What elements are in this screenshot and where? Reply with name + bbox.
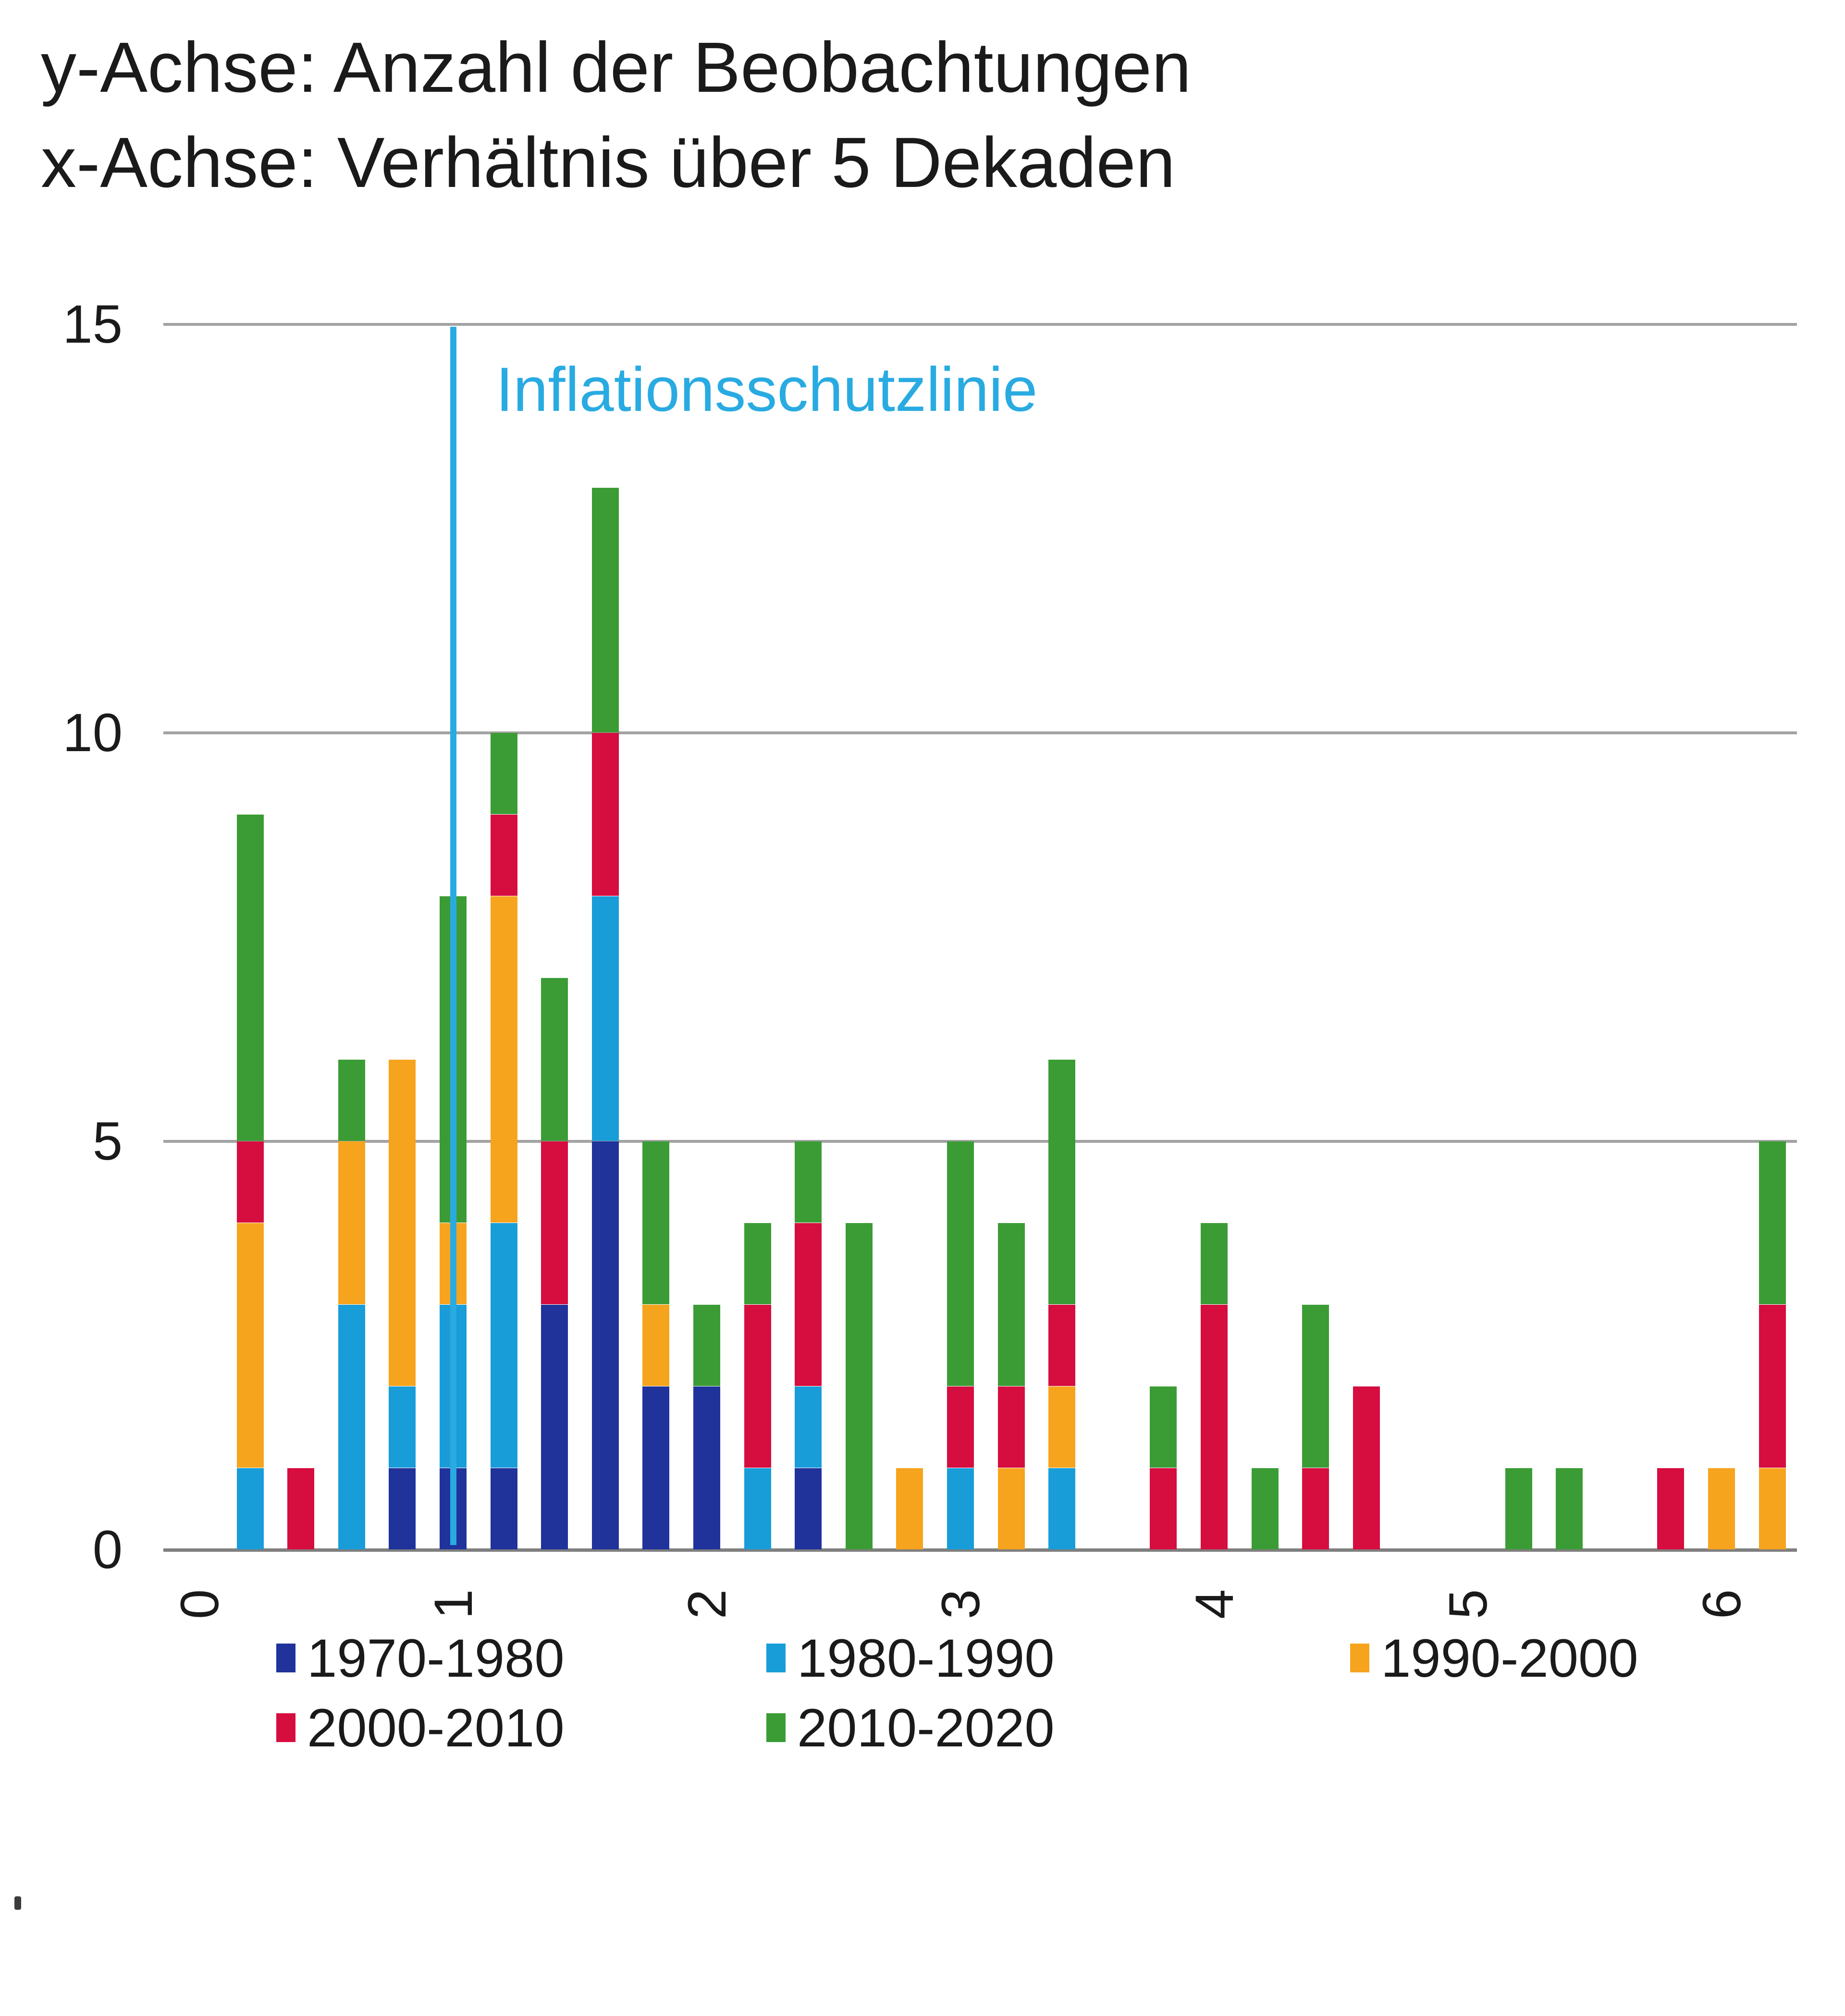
bar-segment-1970-1980 [591,1141,619,1549]
bar-segment-2010-2020 [642,1141,670,1304]
bar-segment-2000-2010 [1302,1468,1329,1549]
bar-segment-2000-2010 [795,1223,822,1386]
legend-swatch-icon [276,1644,295,1672]
bar-segment-2000-2010 [490,815,517,896]
bar-segment-1990-2000 [1048,1386,1076,1468]
bar-segment-1970-1980 [693,1386,720,1549]
bar-segment-1970-1980 [795,1468,822,1549]
bar-segment-2000-2010 [591,733,619,896]
bar-segment-1980-1990 [795,1386,822,1468]
legend-label: 1980-1990 [797,1628,1055,1688]
bar-segment-2010-2020 [997,1223,1025,1386]
y-tick-label: 15 [62,294,123,354]
x-tick-label: 0 [169,1589,230,1620]
bar-segment-2010-2020 [1251,1468,1279,1549]
bar-segment-2010-2020 [1759,1141,1786,1304]
bar-segment-1990-2000 [490,896,517,1223]
x-tick-label: 2 [676,1589,737,1620]
inflation-protection-line [450,327,456,1545]
bar-segment-2010-2020 [845,1223,873,1549]
legend-label: 1970-1980 [307,1628,565,1688]
y-gridline [163,1140,1797,1143]
bar-segment-1990-2000 [997,1468,1025,1549]
bar-segment-2000-2010 [1759,1305,1786,1468]
bar-segment-1970-1980 [642,1386,670,1549]
y-tick-label: 5 [92,1111,123,1171]
bar-segment-2010-2020 [947,1141,974,1386]
legend-entry-1970-1980: 1970-1980 [276,1628,565,1688]
bar-segment-2000-2010 [1657,1468,1685,1549]
bar-segment-2010-2020 [338,1060,365,1141]
bar-segment-2010-2020 [1150,1386,1177,1468]
bar-segment-2010-2020 [1201,1223,1228,1304]
bar-segment-1980-1990 [947,1468,974,1549]
y-tick-label: 10 [62,703,123,763]
legend-swatch-icon [766,1713,786,1742]
y-tick-label: 0 [92,1520,123,1580]
title-line-y-axis: y-Achse: Anzahl der Beobachtungen [41,28,1192,107]
bar-segment-2000-2010 [744,1305,771,1468]
bar-segment-1980-1990 [1048,1468,1076,1549]
y-gridline [163,731,1797,734]
bar-segment-2010-2020 [490,733,517,814]
legend-label: 2010-2020 [797,1697,1055,1758]
bar-segment-2000-2010 [287,1468,315,1549]
bar-segment-2010-2020 [591,488,619,732]
stray-mark [14,1896,21,1910]
legend-label: 1990-2000 [1381,1628,1638,1688]
bar-segment-1990-2000 [896,1468,923,1549]
bar-segment-1980-1990 [490,1223,517,1468]
title-line-x-axis: x-Achse: Verhältnis über 5 Dekaden [41,123,1176,202]
bar-segment-1970-1980 [490,1468,517,1549]
bar-segment-2010-2020 [541,978,568,1141]
bar-segment-2010-2020 [1556,1468,1583,1549]
x-tick-label: 4 [1184,1589,1244,1620]
x-axis-line [163,1548,1797,1552]
legend-swatch-icon [1350,1644,1369,1672]
bar-segment-1980-1990 [236,1468,264,1549]
bar-segment-2000-2010 [541,1141,568,1304]
bar-segment-1970-1980 [541,1305,568,1549]
bar-segment-1980-1990 [591,896,619,1141]
bar-segment-1990-2000 [642,1305,670,1386]
legend-swatch-icon [276,1713,295,1742]
bar-segment-2010-2020 [693,1305,720,1386]
axis-description-note: y-Achse: Anzahl der Beobachtungen x-Achs… [41,20,1191,210]
bar-segment-2010-2020 [1505,1468,1532,1549]
bar-segment-2010-2020 [1048,1060,1076,1304]
legend-entry-1980-1990: 1980-1990 [766,1628,1055,1688]
bar-segment-2000-2010 [236,1141,264,1223]
bar-segment-1980-1990 [389,1386,416,1468]
legend-entry-2000-2010: 2000-2010 [276,1697,565,1758]
bar-segment-2010-2020 [795,1141,822,1223]
bar-segment-1970-1980 [389,1468,416,1549]
legend-label: 2000-2010 [307,1697,565,1758]
legend-entry-2010-2020: 2010-2020 [766,1697,1055,1758]
bar-segment-2000-2010 [1353,1386,1380,1549]
bar-segment-1990-2000 [236,1223,264,1468]
y-gridline [163,323,1797,326]
bar-segment-1990-2000 [389,1060,416,1386]
legend-swatch-icon [766,1644,786,1672]
bar-segment-1990-2000 [1759,1468,1786,1549]
x-tick-label: 6 [1691,1589,1752,1620]
bar-segment-1990-2000 [1708,1468,1735,1549]
bar-segment-2000-2010 [997,1386,1025,1468]
bar-segment-2000-2010 [1201,1305,1228,1549]
bar-segment-2010-2020 [744,1223,771,1304]
bar-segment-1980-1990 [338,1305,365,1549]
legend-entry-1990-2000: 1990-2000 [1350,1628,1638,1688]
bar-segment-2000-2010 [1048,1305,1076,1386]
bar-segment-2010-2020 [236,815,264,1141]
bar-segment-2000-2010 [947,1386,974,1468]
bar-segment-1980-1990 [744,1468,771,1549]
bar-segment-1990-2000 [338,1141,365,1304]
bar-segment-2010-2020 [1302,1305,1329,1468]
reference-line-label: Inflationsschutzlinie [496,354,1038,424]
bar-segment-2000-2010 [1150,1468,1177,1549]
